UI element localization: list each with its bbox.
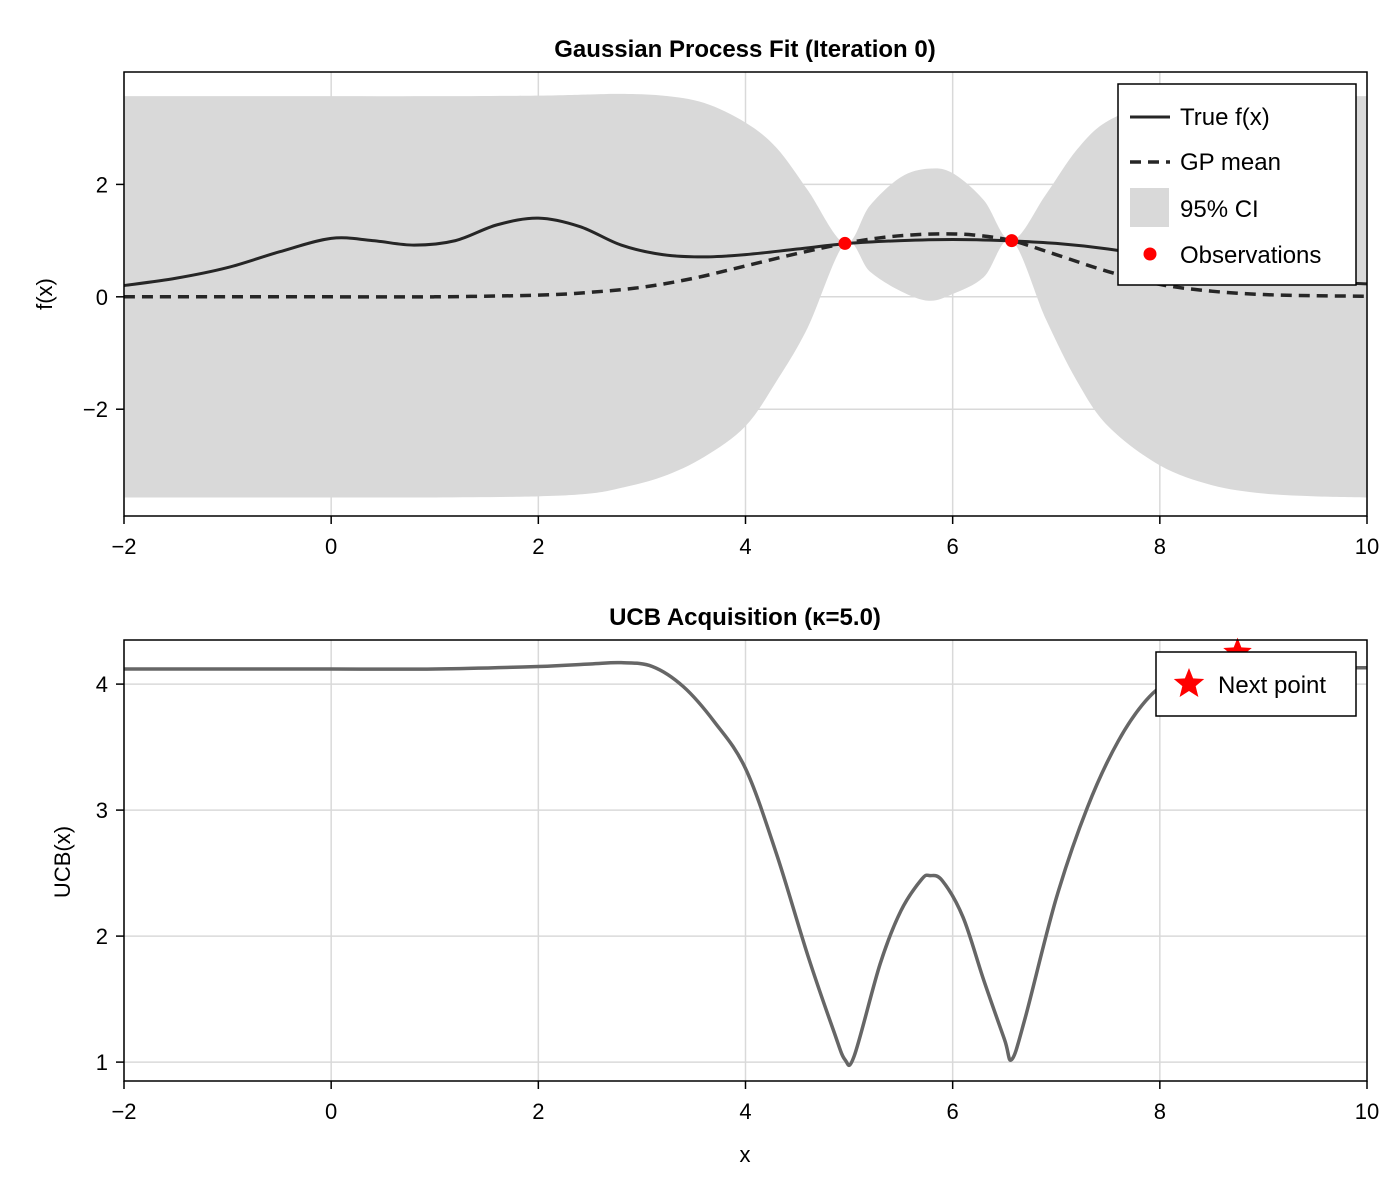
legend-next-point-label: Next point <box>1218 672 1326 699</box>
gp-x-tick-label: −2 <box>111 534 136 559</box>
ucb-x-tick-label: 6 <box>947 1099 959 1124</box>
ucb-line <box>124 660 1368 1067</box>
ucb-x-tick-label: 4 <box>739 1099 751 1124</box>
gp-legend: True f(x) GP mean 95% CI Observations <box>1117 83 1357 286</box>
ucb-x-tick-label: 8 <box>1154 1099 1166 1124</box>
gp-ci-band <box>124 93 1367 498</box>
ucb-next-point <box>1223 637 1252 665</box>
gp-x-axis: −2 0 2 4 6 8 10 <box>111 516 1379 559</box>
ucb-y-tick-label: 3 <box>96 798 108 823</box>
gp-y-axis: −2 0 2 <box>83 172 124 422</box>
ucb-y-tick-label: 1 <box>96 1050 108 1075</box>
gp-x-tick-label: 4 <box>739 534 751 559</box>
gp-x-tick-label: 8 <box>1154 534 1166 559</box>
ucb-x-tick-label: −2 <box>111 1099 136 1124</box>
ucb-y-tick-label: 2 <box>96 924 108 949</box>
observation-point <box>1005 234 1019 248</box>
gp-y-tick-label: 2 <box>96 172 108 197</box>
ucb-y-axis: 1 2 3 4 <box>96 672 124 1075</box>
gp-y-tick-label: −2 <box>83 397 108 422</box>
gp-y-axis-label: f(x) <box>32 278 57 310</box>
ucb-y-axis-label: UCB(x) <box>50 826 75 898</box>
legend-true-label: True f(x) <box>1180 104 1270 131</box>
gp-x-tick-label: 6 <box>947 534 959 559</box>
ucb-x-axis-label: x <box>740 1142 751 1167</box>
gp-panel: Gaussian Process Fit (Iteration 0) −2 0 2 4… <box>32 36 1379 559</box>
legend-mean-label: GP mean <box>1180 149 1281 176</box>
legend-observation-swatch <box>1143 247 1157 261</box>
ucb-y-tick-label: 4 <box>96 672 108 697</box>
observation-point <box>838 236 852 250</box>
ucb-x-tick-label: 0 <box>325 1099 337 1124</box>
legend-ci-label: 95% CI <box>1180 196 1259 223</box>
gp-x-tick-label: 10 <box>1355 534 1379 559</box>
legend-observation-label: Observations <box>1180 242 1321 269</box>
ucb-legend: Next point <box>1155 651 1357 717</box>
legend-ci-swatch <box>1130 188 1169 227</box>
gp-observations <box>838 234 1019 250</box>
gp-x-tick-label: 2 <box>532 534 544 559</box>
legend-star-icon <box>1173 668 1205 697</box>
next-point-star <box>1223 637 1252 665</box>
ucb-x-tick-label: 2 <box>532 1099 544 1124</box>
ucb-x-tick-label: 10 <box>1355 1099 1379 1124</box>
gp-x-tick-label: 0 <box>325 534 337 559</box>
ucb-x-axis: −2 0 2 4 6 8 10 <box>111 1081 1379 1124</box>
ucb-title: UCB Acquisition (κ=5.0) <box>609 604 881 631</box>
gp-title: Gaussian Process Fit (Iteration 0) <box>554 36 935 63</box>
gp-y-tick-label: 0 <box>96 285 108 310</box>
